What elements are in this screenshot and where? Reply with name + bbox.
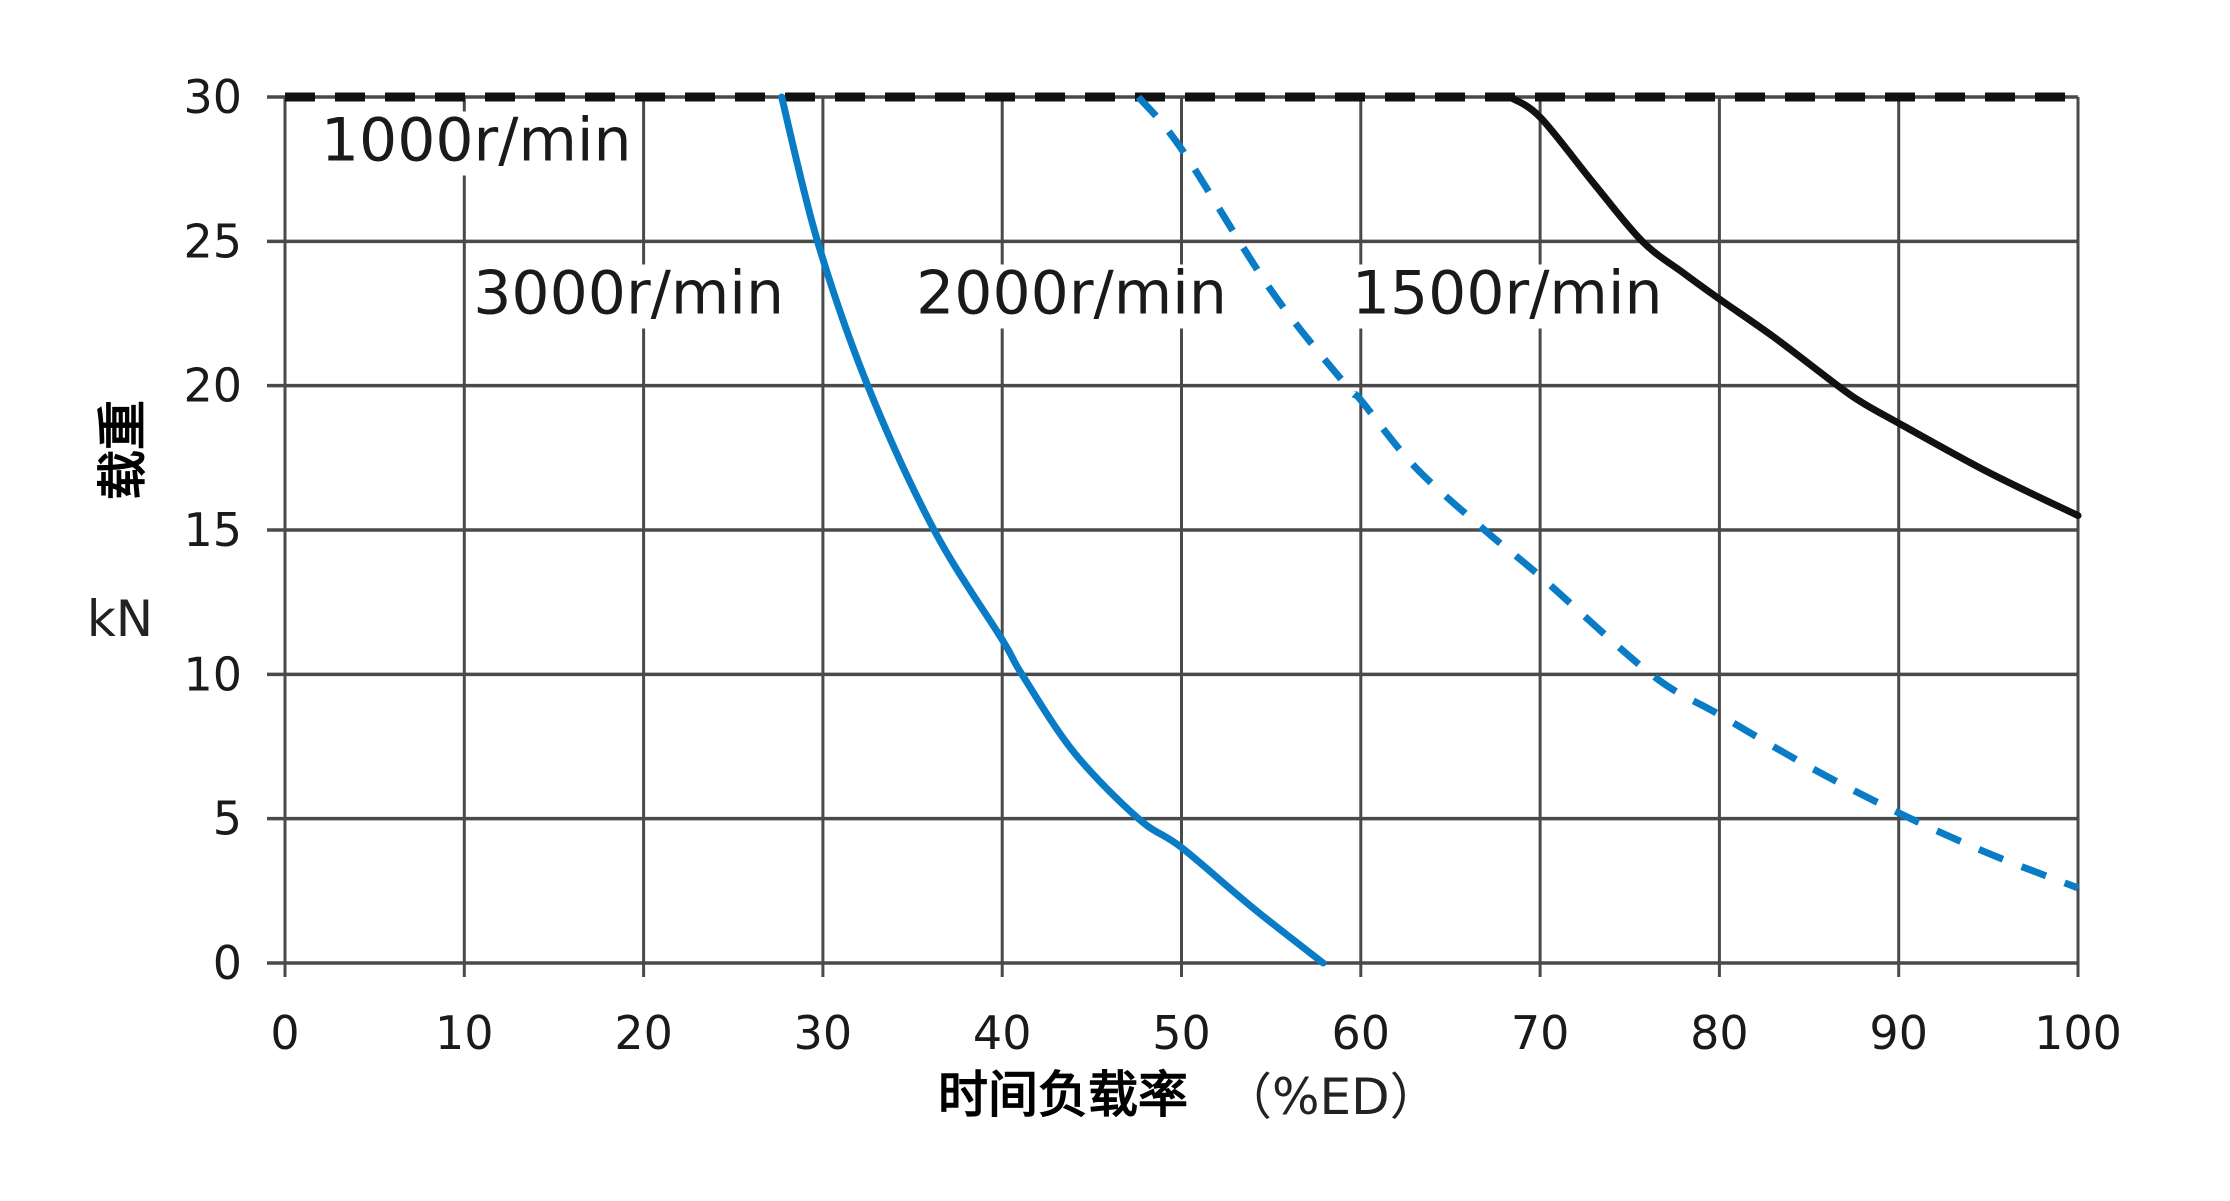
x-tick-label: 40 bbox=[973, 1006, 1032, 1060]
y-axis-title: 载重 bbox=[94, 400, 152, 500]
label-background bbox=[912, 264, 1231, 329]
x-tick-label: 70 bbox=[1511, 1006, 1570, 1060]
x-tick-label: 80 bbox=[1690, 1006, 1749, 1060]
y-tick-label: 25 bbox=[183, 214, 242, 268]
y-tick-label: 20 bbox=[183, 359, 242, 413]
label-background bbox=[316, 111, 636, 176]
curve-label-2000r-min: 2000r/min bbox=[916, 259, 1227, 329]
curve-label-3000r-min: 3000r/min bbox=[473, 259, 784, 329]
x-tick-label: 30 bbox=[794, 1006, 853, 1060]
curve-2000r-min bbox=[1135, 94, 2080, 892]
x-axis-unit: （%ED） bbox=[1222, 1068, 1440, 1126]
x-axis-ticks: 0 10 20 30 40 50 60 70 80 90 100 bbox=[270, 1006, 2122, 1060]
x-tick-label: 20 bbox=[614, 1006, 673, 1060]
curves bbox=[285, 92, 2082, 967]
curve-labels: 1000r/min 3000r/min 2000r/min 1500r/min bbox=[316, 106, 1667, 329]
curve-3000r-min bbox=[778, 93, 1327, 967]
x-tick-label: 100 bbox=[2034, 1006, 2122, 1060]
x-tick-label: 90 bbox=[1869, 1006, 1928, 1060]
x-tick-label: 10 bbox=[435, 1006, 494, 1060]
y-tick-label: 0 bbox=[213, 936, 242, 990]
y-tick-label: 5 bbox=[213, 792, 242, 846]
x-tick-label: 0 bbox=[270, 1006, 299, 1060]
grid-lines bbox=[267, 95, 2080, 977]
x-tick-label: 50 bbox=[1152, 1006, 1211, 1060]
y-axis-unit: kN bbox=[87, 590, 153, 648]
y-tick-label: 15 bbox=[183, 503, 242, 557]
x-axis-title: 时间负载率 bbox=[938, 1066, 1188, 1124]
curve-label-1000r-min: 1000r/min bbox=[321, 106, 632, 176]
label-background bbox=[1347, 264, 1667, 329]
label-background bbox=[469, 264, 788, 329]
y-tick-label: 30 bbox=[183, 70, 242, 124]
x-tick-label: 60 bbox=[1332, 1006, 1391, 1060]
curve-1500r-min bbox=[1506, 93, 2082, 520]
curve-label-1500r-min: 1500r/min bbox=[1352, 259, 1663, 329]
y-axis-ticks: 0 5 10 15 20 25 30 bbox=[183, 70, 242, 990]
y-tick-label: 10 bbox=[183, 647, 242, 701]
